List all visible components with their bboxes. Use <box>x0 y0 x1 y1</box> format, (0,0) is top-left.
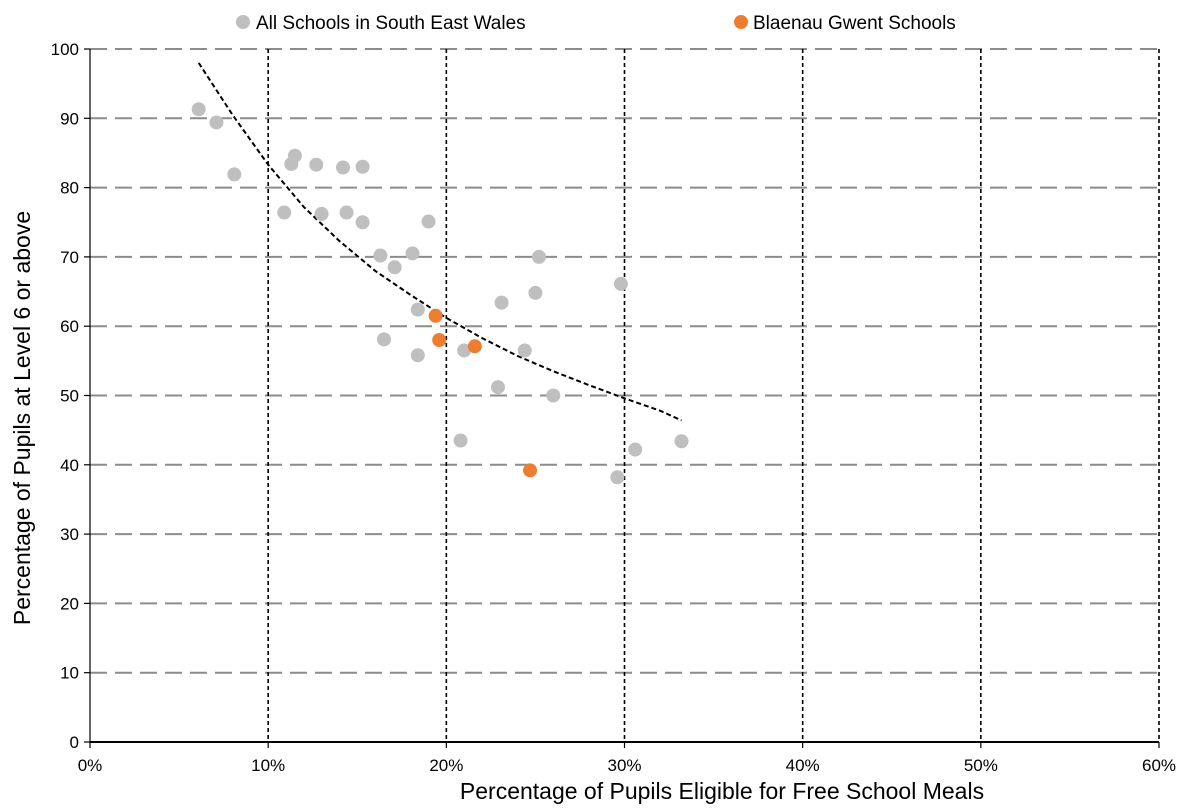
y-tick-label: 50 <box>60 387 79 406</box>
legend-label: Blaenau Gwent Schools <box>753 13 956 34</box>
point-all-schools <box>421 214 436 229</box>
point-all-schools <box>309 157 324 172</box>
x-tick-label: 0% <box>78 756 103 775</box>
point-all-schools <box>628 442 643 457</box>
x-tick-labels: 0% 10% 20% 30% 40% 50% 60% <box>78 756 1176 775</box>
point-all-schools <box>674 434 689 449</box>
x-tick-label: 40% <box>786 756 820 775</box>
point-all-schools <box>191 102 206 117</box>
x-tick-label: 60% <box>1142 756 1176 775</box>
point-all-schools <box>339 205 354 220</box>
point-all-schools <box>387 260 402 275</box>
point-all-schools <box>453 433 468 448</box>
point-blaenau-gwent <box>428 308 443 323</box>
point-all-schools <box>314 206 329 221</box>
point-all-schools <box>355 215 370 230</box>
x-tick-label: 50% <box>964 756 998 775</box>
point-blaenau-gwent <box>432 333 447 348</box>
y-tick-label: 0 <box>70 733 79 752</box>
y-tick-label: 60 <box>60 317 79 336</box>
y-tick-label: 90 <box>60 109 79 128</box>
trendline <box>197 62 682 422</box>
y-tick-label: 30 <box>60 525 79 544</box>
point-all-schools <box>410 348 425 363</box>
point-all-schools <box>373 248 388 263</box>
x-tick-label: 20% <box>429 756 463 775</box>
point-all-schools <box>457 343 472 358</box>
y-tick-label: 100 <box>51 40 79 59</box>
point-all-schools <box>531 249 546 264</box>
point-all-schools <box>355 159 370 174</box>
point-all-schools <box>209 115 224 130</box>
point-all-schools <box>546 388 561 403</box>
y-tick-label: 70 <box>60 248 79 267</box>
axes <box>84 48 1160 748</box>
point-all-schools <box>491 380 506 395</box>
y-tick-label: 80 <box>60 179 79 198</box>
x-tick-label: 10% <box>251 756 285 775</box>
legend: All Schools in South East Wales Blaenau G… <box>236 13 956 34</box>
y-tick-label: 20 <box>60 594 79 613</box>
point-all-schools <box>494 295 509 310</box>
trendline-group <box>197 62 682 422</box>
y-tick-labels: 0 10 20 30 40 50 60 70 80 90 100 <box>51 40 79 752</box>
point-blaenau-gwent <box>523 463 538 478</box>
point-blaenau-gwent <box>467 339 482 354</box>
data-points <box>191 102 689 485</box>
point-all-schools <box>227 167 242 182</box>
point-all-schools <box>376 332 391 347</box>
x-axis-title: Percentage of Pupils Eligible for Free S… <box>460 778 984 804</box>
y-tick-label: 10 <box>60 664 79 683</box>
point-all-schools <box>410 302 425 317</box>
y-tick-label: 40 <box>60 456 79 475</box>
y-axis-title: Percentage of Pupils at Level 6 or above <box>9 211 35 625</box>
point-all-schools <box>335 160 350 175</box>
point-all-schools <box>610 470 625 485</box>
point-all-schools <box>517 343 532 358</box>
point-all-schools <box>613 276 628 291</box>
legend-label: All Schools in South East Wales <box>256 13 526 34</box>
point-all-schools <box>528 285 543 300</box>
point-all-schools <box>405 246 420 261</box>
point-all-schools <box>284 157 299 172</box>
legend-marker <box>734 15 748 29</box>
legend-marker <box>236 15 250 29</box>
point-all-schools <box>277 205 292 220</box>
x-tick-label: 30% <box>607 756 641 775</box>
